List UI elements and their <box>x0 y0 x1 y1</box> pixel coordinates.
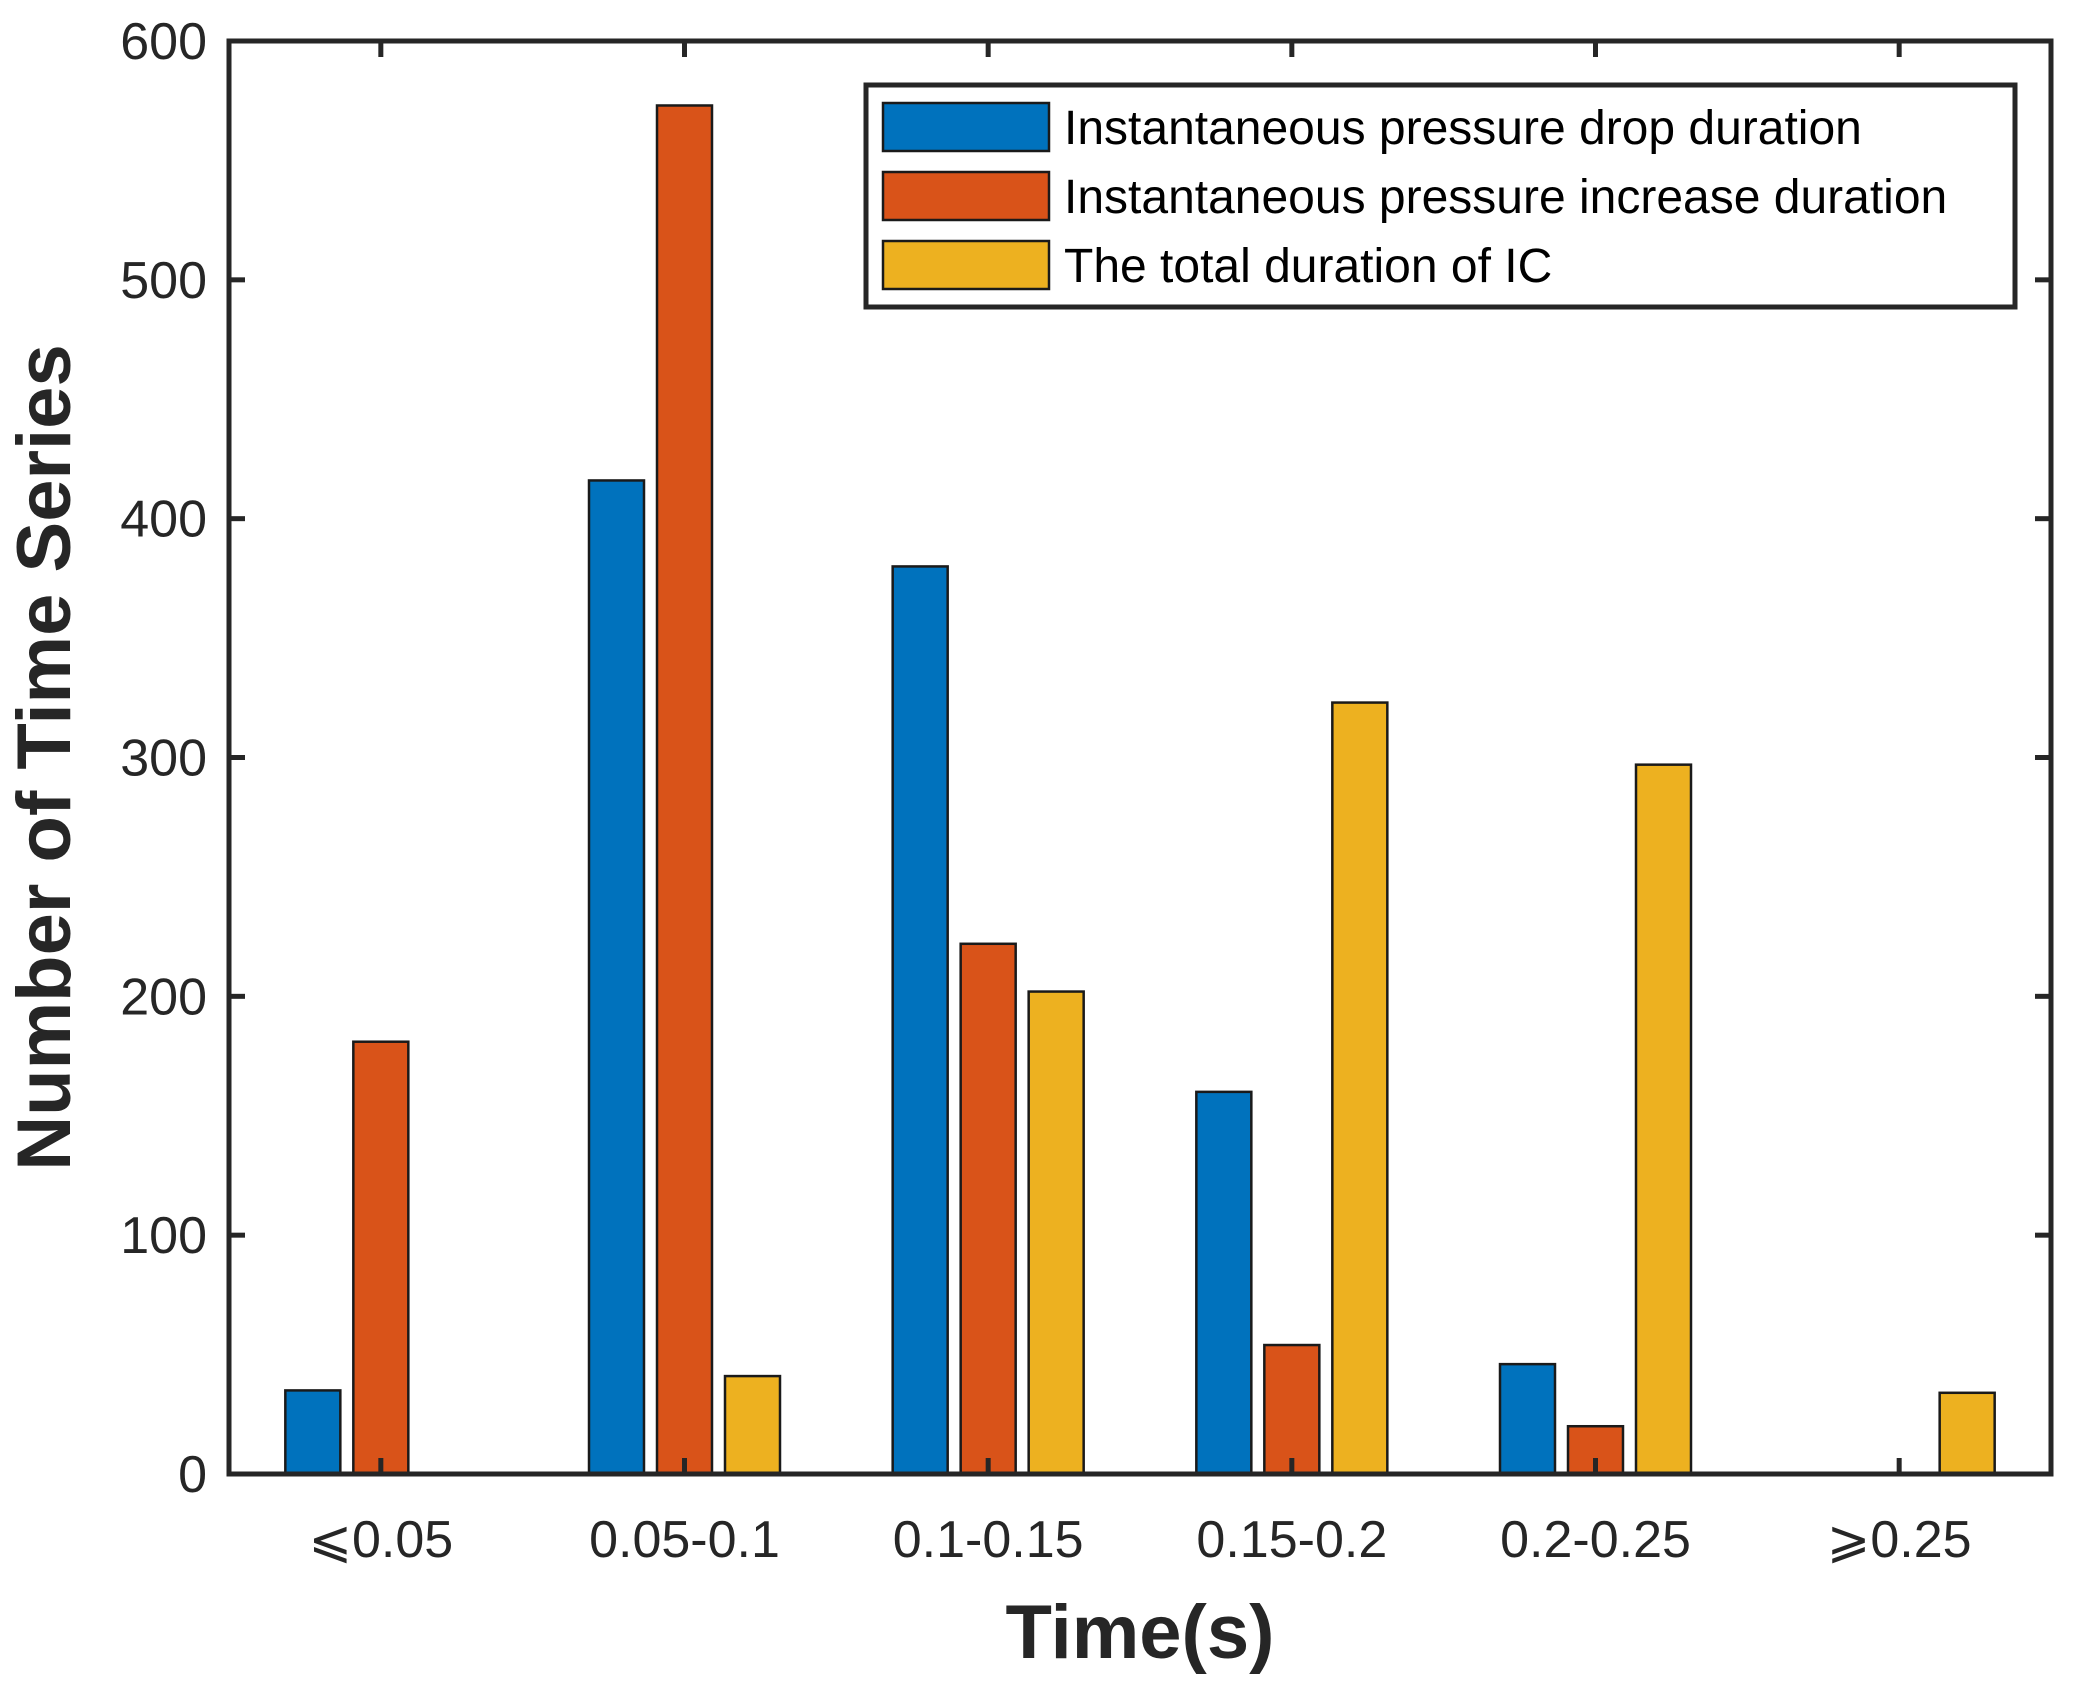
bar-3-5 <box>1634 763 1693 1476</box>
bar-3-2 <box>723 1374 782 1476</box>
legend-swatch-1 <box>881 101 1051 153</box>
x-tick-label: ⩽0.05 <box>308 1511 453 1569</box>
bar-1-4 <box>1195 1090 1253 1476</box>
legend-label-1: Instantaneous pressure drop duration <box>1064 102 1862 155</box>
bar-3-3 <box>1027 990 1085 1476</box>
legend: Instantaneous pressure drop duration Inst… <box>863 82 2018 310</box>
x-tick-label: ⩾0.25 <box>1827 1511 1972 1569</box>
bar-2-3 <box>959 942 1017 1476</box>
y-tick-label: 500 <box>120 252 207 310</box>
bar-2-1 <box>352 1040 410 1476</box>
legend-swatch-2 <box>881 170 1051 222</box>
bar-1-2 <box>587 479 646 1476</box>
bar-2-2 <box>655 104 714 1476</box>
legend-label-2: Instantaneous pressure increase duration <box>1064 171 1947 224</box>
y-tick-label: 100 <box>120 1207 207 1265</box>
y-axis-title: Number of Time Series <box>2 344 87 1170</box>
plot-area-frame <box>226 38 2054 1477</box>
legend-swatch-3 <box>881 239 1051 291</box>
x-tick-label: 0.05-0.1 <box>589 1511 780 1569</box>
bar-1-5 <box>1498 1362 1557 1476</box>
x-axis-tick-labels: ⩽0.05 0.05-0.1 0.1-0.15 0.15-0.2 0.2-0.25 ⩾0.… <box>308 1511 1971 1569</box>
y-tick-label: 600 <box>120 13 207 71</box>
legend-items: Instantaneous pressure drop duration Inst… <box>881 101 1947 293</box>
bars-layer <box>284 104 1996 1476</box>
y-tick-label: 300 <box>120 730 207 788</box>
y-tick-label: 400 <box>120 491 207 549</box>
x-tick-label: 0.2-0.25 <box>1500 1511 1691 1569</box>
x-tick-label: 0.15-0.2 <box>1196 1511 1387 1569</box>
bar-1-3 <box>891 565 949 1476</box>
legend-label-3: The total duration of IC <box>1064 240 1552 293</box>
legend-box <box>863 82 2018 310</box>
bar-1-1 <box>284 1389 342 1476</box>
y-axis-tick-labels: 0 100 200 300 400 500 600 <box>120 13 207 1504</box>
bar-2-4 <box>1263 1343 1321 1476</box>
x-axis-title: Time(s) <box>1006 1590 1275 1675</box>
y-tick-label: 0 <box>178 1446 207 1504</box>
y-tick-label: 200 <box>120 968 207 1026</box>
bar-3-4 <box>1331 701 1389 1476</box>
x-tick-label: 0.1-0.15 <box>893 1511 1084 1569</box>
bar-3-6 <box>1938 1391 1996 1476</box>
